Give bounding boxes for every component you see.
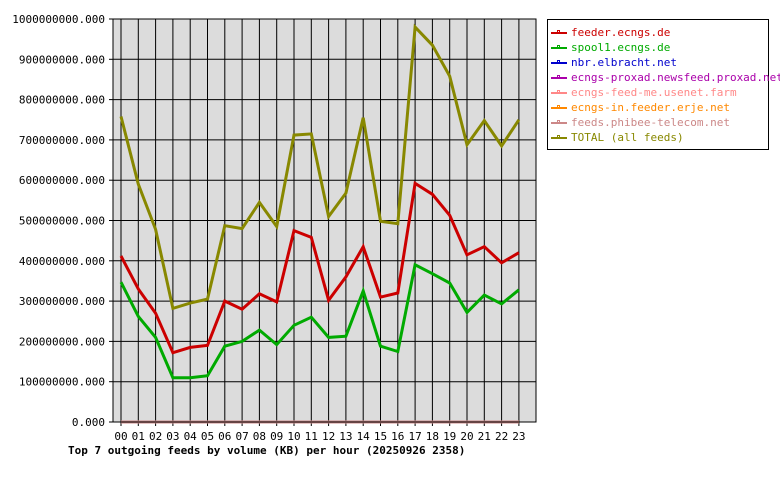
legend-item: spool1.ecngs.de <box>550 40 670 55</box>
legend-swatch <box>550 44 568 52</box>
series-line-1 <box>119 262 520 380</box>
y-axis-ticks: 0.000 100000000.000 200000000.000 300000000… <box>12 13 113 429</box>
x-axis-ticks: 00 01 02 03 04 05 06 07 08 09 10 11 12 13 14 15 16 17 18 19… <box>114 422 526 443</box>
y-tick-label: 500000000.000 <box>19 215 105 228</box>
series-line-7 <box>119 23 521 311</box>
legend-item: nbr.elbracht.net <box>550 55 677 70</box>
x-tick-label: 22 <box>495 430 508 443</box>
legend-swatch <box>550 119 568 127</box>
legend-label: ecngs-proxad.newsfeed.proxad.net <box>571 71 780 84</box>
legend-label: ecngs-in.feeder.erje.net <box>571 101 730 114</box>
x-tick-label: 06 <box>218 430 231 443</box>
legend-swatch <box>550 134 568 142</box>
legend-label: feeder.ecngs.de <box>571 26 671 39</box>
chart-title: Top 7 outgoing feeds by volume (KB) per … <box>68 444 466 457</box>
x-tick-label: 23 <box>512 430 525 443</box>
legend-item: ecngs-in.feeder.erje.net <box>550 100 730 115</box>
x-tick-label: 07 <box>235 430 248 443</box>
y-tick-label: 600000000.000 <box>19 174 105 187</box>
y-tick-label: 1000000000.000 <box>12 13 105 26</box>
x-tick-label: 11 <box>305 430 318 443</box>
x-tick-label: 18 <box>426 430 439 443</box>
legend-swatch <box>550 89 568 97</box>
legend-item: TOTAL (all feeds) <box>550 130 684 145</box>
legend-label: TOTAL (all feeds) <box>571 131 684 144</box>
legend-label: feeds.phibee-telecom.net <box>571 116 730 129</box>
y-tick-label: 700000000.000 <box>19 134 105 147</box>
legend-label: spool1.ecngs.de <box>571 41 671 54</box>
y-tick-label: 300000000.000 <box>19 295 105 308</box>
legend-item: ecngs-proxad.newsfeed.proxad.net <box>550 70 780 85</box>
y-tick-label: 200000000.000 <box>19 335 105 348</box>
x-tick-label: 02 <box>149 430 162 443</box>
legend-swatch <box>550 74 568 82</box>
legend-swatch <box>550 59 568 67</box>
x-tick-label: 17 <box>408 430 421 443</box>
x-tick-label: 00 <box>114 430 127 443</box>
legend: feeder.ecngs.de spool1.ecngs.de nbr.elbrac… <box>547 19 780 150</box>
series-line-0 <box>119 180 520 355</box>
legend-label: nbr.elbracht.net <box>571 56 677 69</box>
legend-item: feeds.phibee-telecom.net <box>550 115 730 130</box>
x-tick-label: 15 <box>374 430 387 443</box>
x-tick-label: 08 <box>253 430 266 443</box>
legend-item: ecngs-feed-me.usenet.farm <box>550 85 737 100</box>
x-tick-label: 10 <box>287 430 300 443</box>
x-tick-label: 13 <box>339 430 352 443</box>
legend-swatch <box>550 29 568 37</box>
plot-frame <box>112 18 537 423</box>
x-tick-label: 03 <box>166 430 179 443</box>
y-tick-label: 800000000.000 <box>19 94 105 107</box>
x-tick-label: 01 <box>132 430 145 443</box>
x-tick-label: 21 <box>478 430 491 443</box>
x-tick-label: 14 <box>357 430 371 443</box>
x-tick-label: 05 <box>201 430 214 443</box>
y-tick-label: 100000000.000 <box>19 376 105 389</box>
y-tick-label: 0.000 <box>72 416 105 429</box>
y-tick-label: 900000000.000 <box>19 53 105 66</box>
legend-swatch <box>550 104 568 112</box>
x-tick-label: 12 <box>322 430 335 443</box>
x-tick-label: 20 <box>460 430 473 443</box>
x-tick-label: 16 <box>391 430 404 443</box>
legend-label: ecngs-feed-me.usenet.farm <box>571 86 737 99</box>
y-tick-label: 400000000.000 <box>19 255 105 268</box>
x-tick-label: 04 <box>184 430 198 443</box>
x-tick-label: 09 <box>270 430 283 443</box>
x-tick-label: 19 <box>443 430 456 443</box>
legend-item: feeder.ecngs.de <box>550 25 670 40</box>
